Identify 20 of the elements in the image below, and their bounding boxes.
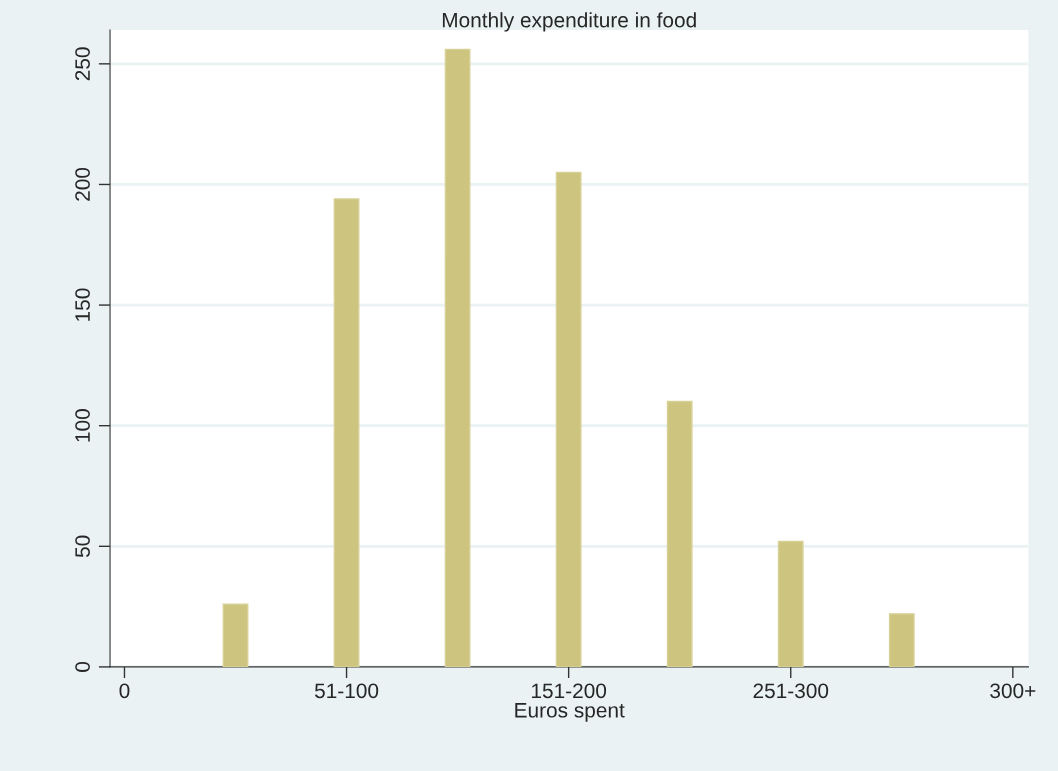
x-axis-title: Euros spent bbox=[515, 703, 625, 722]
y-tick-label: 50 bbox=[75, 535, 90, 558]
bar bbox=[777, 540, 804, 667]
bar bbox=[666, 400, 693, 667]
x-tick-label: 151-200 bbox=[532, 683, 607, 699]
x-tick-label: 251-300 bbox=[753, 683, 829, 699]
y-tick-label: 150 bbox=[75, 288, 90, 321]
y-tick-label: 100 bbox=[75, 409, 90, 442]
bar bbox=[888, 613, 915, 667]
chart-title: Monthly expenditure in food bbox=[442, 12, 696, 32]
y-tick-label: 250 bbox=[75, 47, 90, 81]
bar bbox=[222, 603, 249, 667]
y-tick-label: 0 bbox=[75, 661, 90, 672]
x-tick-label: 0 bbox=[119, 683, 130, 699]
x-tick-label: 51-100 bbox=[314, 683, 379, 699]
bar bbox=[555, 171, 582, 667]
x-tick-label: 300+ bbox=[990, 683, 1036, 699]
bar bbox=[444, 48, 471, 667]
bar bbox=[333, 198, 360, 667]
y-tick-label: 200 bbox=[75, 167, 90, 201]
